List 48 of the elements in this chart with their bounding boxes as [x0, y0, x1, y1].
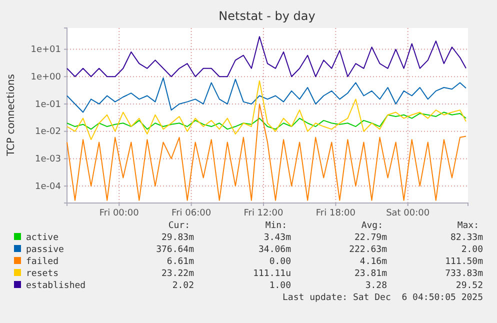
text: 1.00 [269, 281, 291, 291]
text: 2.02 [172, 281, 194, 291]
y-tick-label: 1e-02 [35, 127, 61, 138]
line-series [66, 77, 466, 113]
text: 111.11u [253, 269, 291, 279]
text: Cur: [168, 221, 190, 231]
text: 22.79m [354, 233, 387, 243]
text: 34.06m [258, 245, 291, 255]
y-axis-title: TCP connections [6, 74, 17, 158]
text: Last update: Sat Dec 6 04:50:05 2025 [282, 293, 483, 303]
text: 23.81m [354, 269, 387, 279]
text: 111.50m [445, 257, 483, 267]
text: 222.63m [349, 245, 387, 255]
text: 3.43m [264, 233, 291, 243]
legend-label: active [26, 233, 59, 243]
text: 733.83m [445, 269, 483, 279]
text: 29.52 [456, 281, 483, 291]
text: Max: [457, 221, 479, 231]
x-tick-label: Fri 18:00 [316, 208, 356, 218]
line-series [66, 103, 466, 201]
text: 3.28 [365, 281, 387, 291]
y-tick-label: 1e-04 [35, 182, 62, 192]
text: Avg: [361, 221, 383, 231]
y-tick-label: 1e-01 [35, 100, 61, 110]
x-tick-label: Fri 06:00 [172, 208, 212, 218]
text: 4.16m [360, 257, 387, 267]
line-series [66, 36, 466, 78]
line-series [66, 112, 466, 130]
x-tick-label: Fri 00:00 [99, 208, 140, 218]
legend-label: established [26, 281, 86, 291]
text: 376.64m [156, 245, 194, 255]
text: 23.22m [161, 269, 194, 279]
y-tick-label: 1e+00 [30, 72, 62, 83]
text: 6.61m [166, 257, 194, 267]
y-tick-label: 1e-03 [35, 154, 61, 165]
text: 29.83m [161, 233, 194, 243]
text: 82.33m [450, 233, 483, 243]
text: Min: [265, 221, 287, 231]
legend-label: failed [26, 257, 59, 267]
y-tick-label: 1e+01 [30, 45, 61, 56]
chart-title: Netstat - by day [218, 9, 316, 23]
x-tick-label: Fri 12:00 [244, 208, 284, 218]
legend-label: passive [26, 245, 64, 255]
legend-label: resets [26, 269, 59, 279]
text: 0.00 [269, 257, 291, 267]
line-series [66, 80, 466, 140]
text: 2.00 [461, 245, 483, 255]
x-tick-label: Sat 00:00 [386, 208, 430, 218]
